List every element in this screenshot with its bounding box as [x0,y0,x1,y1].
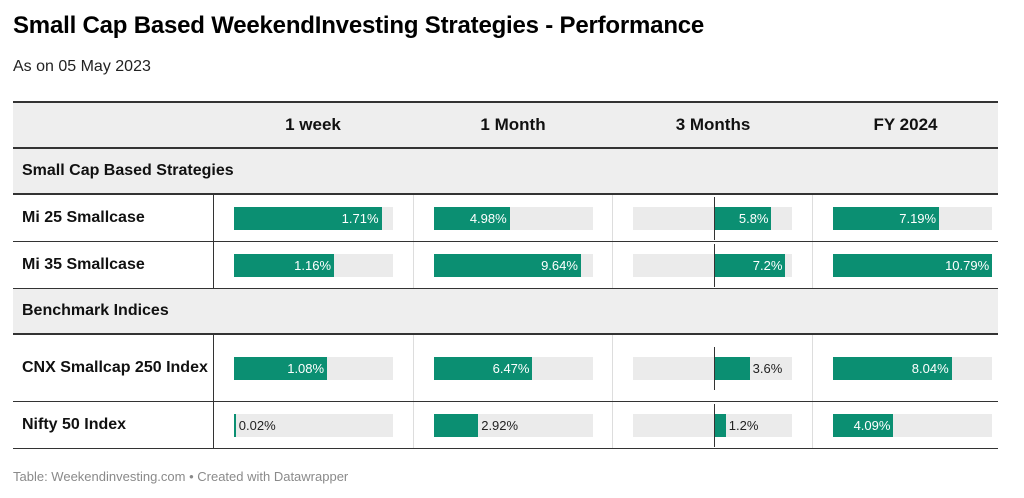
value-label: 4.98% [469,210,507,226]
value-label: 0.02% [238,417,276,433]
zero-axis-line [713,346,715,390]
table-row: Mi 25 Smallcase 1.71% 4.98% 5.8% 7.19% [13,195,998,242]
bar-fill [713,413,726,437]
bar-fill [233,413,236,437]
column-header-1-week[interactable]: 1 week [285,115,341,134]
row-label: Nifty 50 Index [13,402,214,448]
bar-track: 7.19% [833,206,993,230]
bar-cell: 10.79% [813,242,998,288]
bar-track: 0.02% [233,413,393,437]
bar-cell: 4.09% [813,402,998,448]
bar-track: 10.79% [833,253,993,277]
bar-cell: 1.16% [214,242,414,288]
table-row: CNX Smallcap 250 Index 1.08% 6.47% 3.6% 8.04… [13,335,998,402]
bar-fill [233,253,335,277]
group-header: Small Cap Based Strategies [13,149,998,195]
bar-track: 1.08% [233,356,393,380]
value-label: 1.16% [294,257,332,273]
bar-track: 1.2% [633,403,793,447]
bar-track: 3.6% [633,346,793,390]
bar-cell: 1.08% [214,335,414,401]
bar-track: 7.2% [633,243,793,287]
value-label: 5.8% [738,210,769,226]
bar-fill [713,253,786,277]
bar-cell: 1.2% [613,402,814,448]
bar-fill [433,206,510,230]
value-label: 10.79% [945,257,990,273]
bar-cell: 8.04% [813,335,998,401]
bar-fill [713,206,772,230]
table-row: Mi 35 Smallcase 1.16% 9.64% 7.2% 10.79% [13,242,998,289]
value-label: 2.92% [481,417,519,433]
value-label: 6.47% [492,360,530,376]
bar-cell: 9.64% [414,242,614,288]
chart-subtitle: As on 05 May 2023 [13,58,151,75]
bar-track: 5.8% [633,196,793,240]
bar-fill [433,356,533,380]
table-header: 1 week 1 Month 3 Months FY 2024 [13,103,998,149]
bar-track: 1.16% [233,253,393,277]
performance-table: 1 week 1 Month 3 Months FY 2024 Small Ca… [13,101,998,449]
value-label: 4.09% [853,417,891,433]
bar-fill [433,413,479,437]
value-label: 1.08% [287,360,325,376]
bar-track: 2.92% [433,413,593,437]
bar-cell: 5.8% [613,195,814,241]
bar-cell: 2.92% [414,402,614,448]
group-header: Benchmark Indices [13,289,998,335]
bar-track: 8.04% [833,356,993,380]
bar-cell: 7.2% [613,242,814,288]
bar-fill [833,253,993,277]
chart-footer: Table: Weekendinvesting.com • Created wi… [13,469,349,484]
bar-track: 4.09% [833,413,993,437]
value-label: 8.04% [911,360,949,376]
value-label: 3.6% [752,360,783,376]
bar-track: 4.98% [433,206,593,230]
value-label: 1.2% [728,417,759,433]
value-label: 7.19% [899,210,937,226]
value-label: 9.64% [541,257,578,273]
bar-cell: 3.6% [613,335,814,401]
table-row: Nifty 50 Index 0.02% 2.92% 1.2% 4.09% [13,402,998,449]
bar-cell: 4.98% [414,195,614,241]
bar-cell: 6.47% [414,335,614,401]
bar-fill [833,206,940,230]
row-label: Mi 25 Smallcase [13,195,214,241]
bar-cell: 0.02% [214,402,414,448]
table-body: Small Cap Based Strategies Mi 25 Smallcas… [13,149,998,449]
header-corner [13,103,213,147]
chart-title: Small Cap Based WeekendInvesting Strateg… [13,12,705,39]
zero-axis-line [713,403,715,447]
value-label: 7.2% [752,257,783,273]
column-header-fy-2024[interactable]: FY 2024 [873,115,938,134]
column-header-3-months[interactable]: 3 Months [675,115,751,134]
bar-track: 1.71% [233,206,393,230]
row-label: Mi 35 Smallcase [13,242,214,288]
bar-fill [433,253,581,277]
bar-track: 9.64% [433,253,593,277]
bar-fill [833,356,952,380]
zero-axis-line [713,243,715,287]
value-label: 1.71% [341,210,379,226]
bar-fill [233,206,382,230]
bar-cell: 1.71% [214,195,414,241]
column-header-1-month[interactable]: 1 Month [480,115,546,134]
bar-fill [713,356,750,380]
zero-axis-line [713,196,715,240]
bar-fill [233,356,328,380]
bar-cell: 7.19% [813,195,998,241]
bar-track: 6.47% [433,356,593,380]
bar-fill [833,413,894,437]
row-label: CNX Smallcap 250 Index [13,335,214,401]
